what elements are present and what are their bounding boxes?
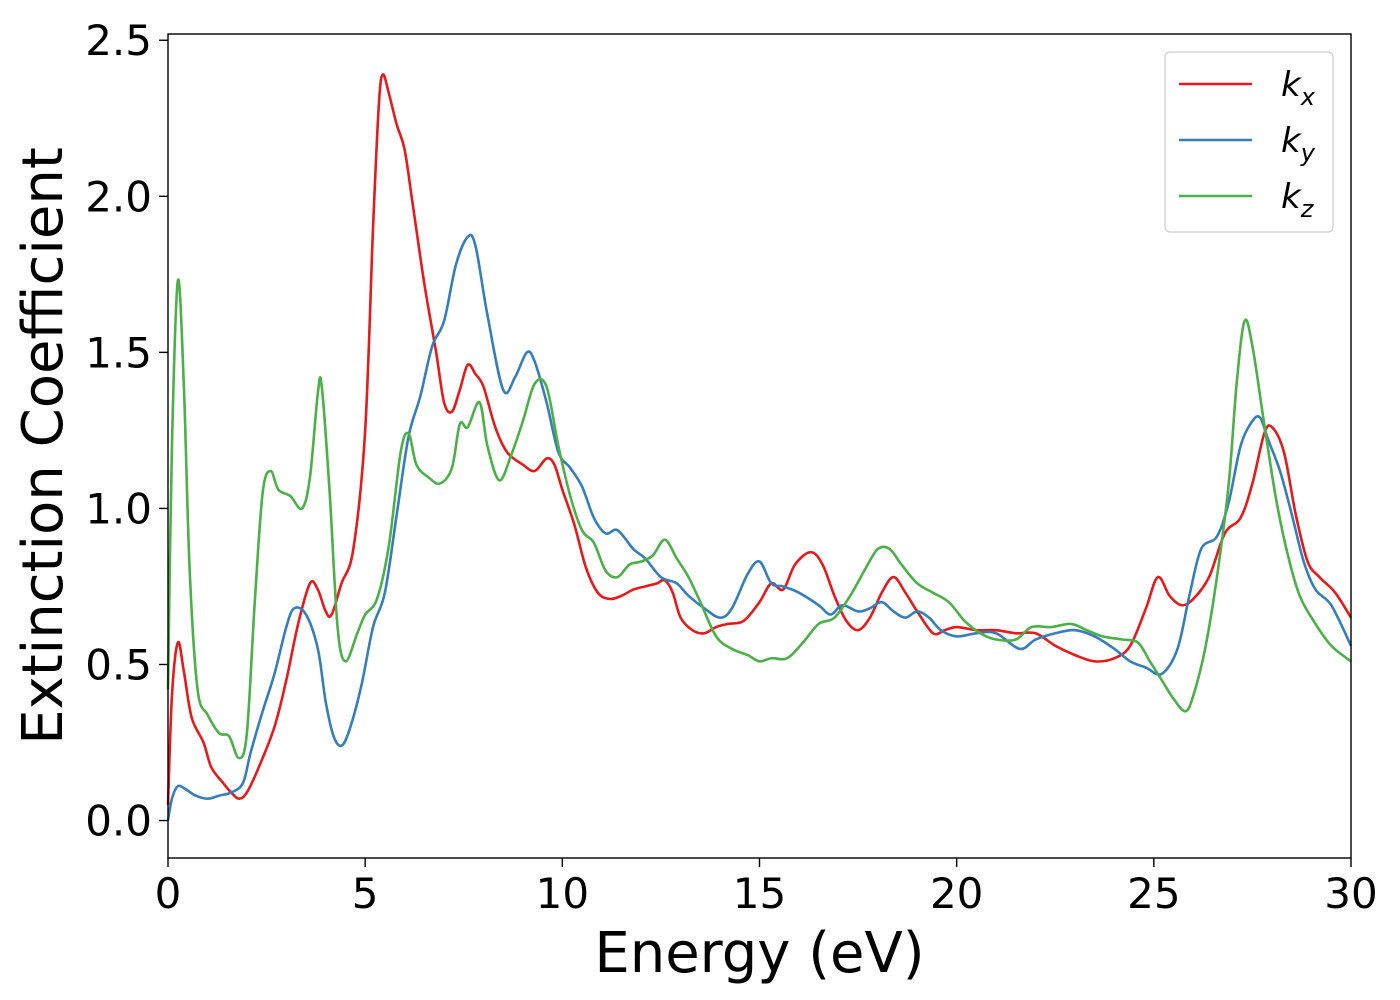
x-axis-title: Energy (eV) (594, 921, 924, 986)
y-axis-ticks: 0.0 0.5 1.0 1.5 2.0 2.5 (85, 16, 168, 846)
y-tick-label: 1.5 (85, 328, 152, 377)
legend-label-kx: kx (1281, 65, 1316, 111)
y-tick-label: 0.0 (85, 797, 152, 846)
series-line-kx (166, 73, 1353, 805)
y-axis-title: Extinction Coefficient (11, 147, 76, 745)
series-line-kz (166, 278, 1352, 760)
y-tick-label: 2.5 (85, 16, 152, 65)
legend-label-subscript: x (1300, 83, 1316, 111)
x-tick-label: 10 (536, 869, 589, 918)
plot-series (166, 73, 1353, 821)
y-tick-label: 1.0 (85, 484, 152, 533)
legend-label-ky: ky (1281, 121, 1316, 167)
series-line-ky (166, 233, 1353, 821)
y-tick-label: 2.0 (85, 172, 152, 221)
legend-label-subscript: y (1300, 139, 1316, 167)
x-tick-label: 20 (930, 869, 983, 918)
legend-label-main: k (1281, 177, 1302, 217)
x-axis-ticks: 0 5 10 15 20 25 30 (155, 858, 1378, 918)
x-tick-label: 5 (352, 869, 379, 918)
legend-label-main: k (1281, 121, 1302, 161)
x-tick-label: 15 (733, 869, 786, 918)
legend-label-subscript: z (1300, 195, 1315, 223)
legend-label-kz: kz (1281, 177, 1315, 223)
legend-box (1164, 51, 1334, 233)
x-tick-label: 0 (155, 869, 182, 918)
x-tick-label: 25 (1127, 869, 1180, 918)
plot-frame (167, 33, 1352, 859)
x-tick-label: 30 (1324, 869, 1377, 918)
y-tick-label: 0.5 (85, 640, 152, 689)
legend-label-main: k (1281, 65, 1302, 105)
